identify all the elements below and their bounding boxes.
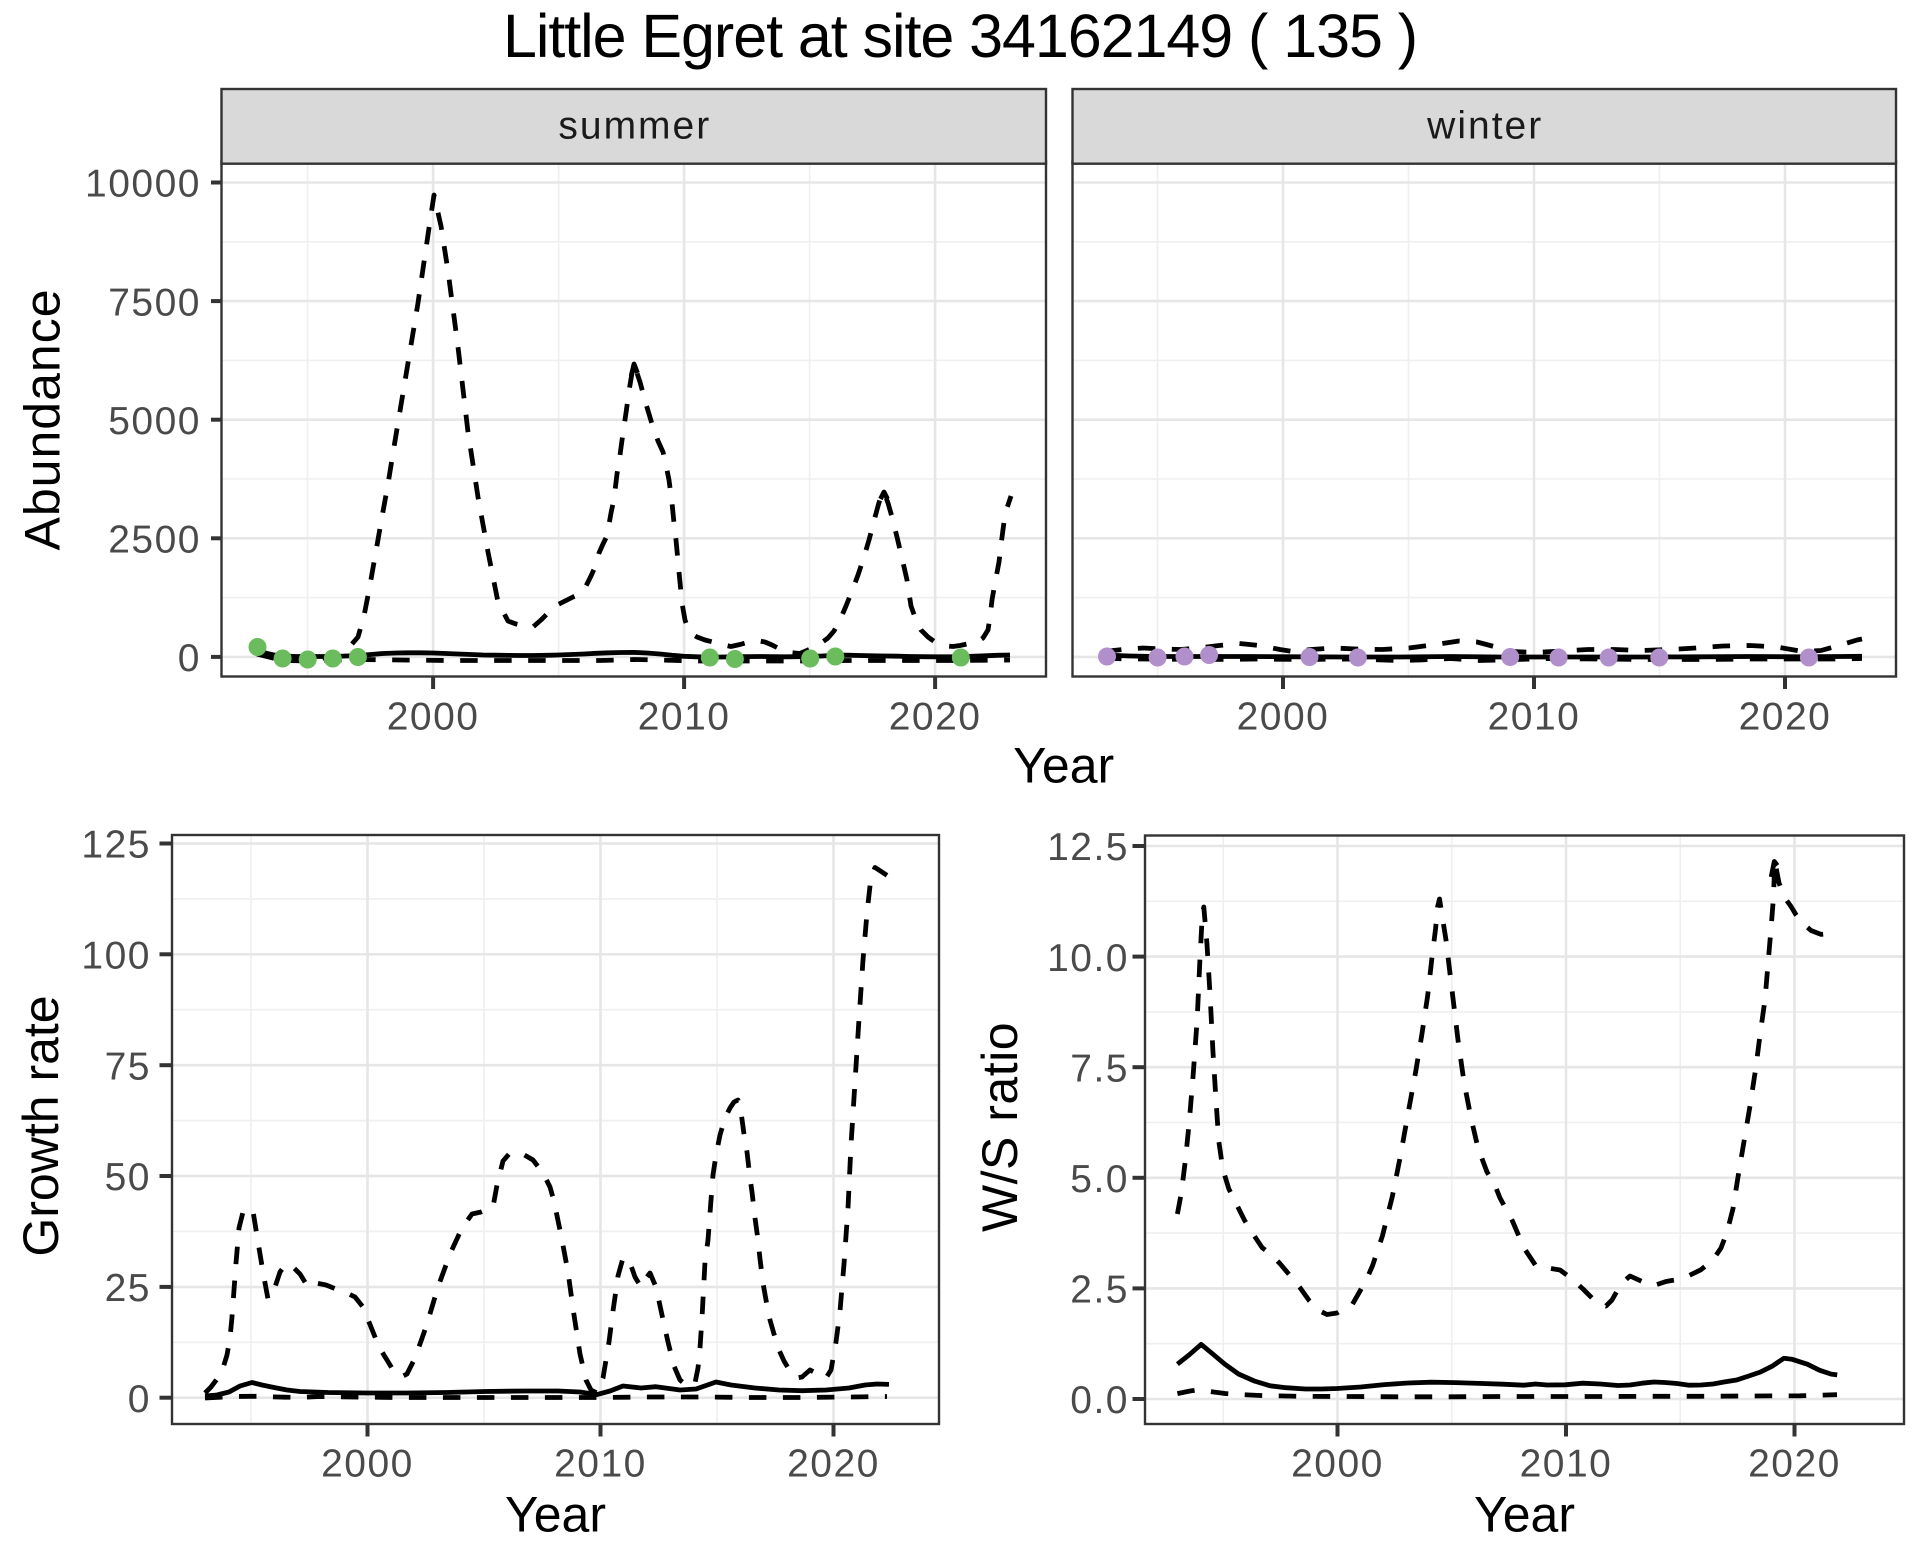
- svg-text:2000: 2000: [321, 1443, 414, 1486]
- svg-text:7.5: 7.5: [1070, 1047, 1129, 1090]
- svg-text:75: 75: [105, 1045, 151, 1088]
- svg-text:2020: 2020: [787, 1443, 880, 1486]
- svg-text:Growth rate: Growth rate: [13, 995, 69, 1256]
- svg-text:2010: 2010: [1488, 696, 1581, 739]
- svg-text:Little Egret at site 34162149: Little Egret at site 34162149 ( 135 ): [503, 2, 1417, 70]
- svg-text:2010: 2010: [1520, 1443, 1613, 1486]
- svg-text:12.5: 12.5: [1047, 826, 1129, 869]
- svg-text:2020: 2020: [889, 696, 982, 739]
- svg-text:summer: summer: [558, 105, 711, 148]
- svg-text:Abundance: Abundance: [15, 288, 71, 550]
- svg-text:2.5: 2.5: [1070, 1269, 1129, 1312]
- svg-text:Year: Year: [1013, 737, 1114, 793]
- svg-text:winter: winter: [1426, 105, 1543, 148]
- svg-text:10.0: 10.0: [1047, 937, 1129, 980]
- svg-text:5000: 5000: [108, 400, 201, 443]
- svg-text:5.0: 5.0: [1070, 1158, 1129, 1201]
- svg-text:Year: Year: [505, 1487, 606, 1543]
- svg-text:W/S ratio: W/S ratio: [972, 1022, 1028, 1232]
- svg-text:2000: 2000: [1237, 696, 1330, 739]
- svg-text:125: 125: [81, 824, 151, 867]
- svg-text:2000: 2000: [387, 696, 480, 739]
- svg-text:50: 50: [105, 1156, 151, 1199]
- svg-text:2000: 2000: [1291, 1443, 1384, 1486]
- svg-text:Year: Year: [1474, 1487, 1575, 1543]
- svg-text:2500: 2500: [108, 519, 201, 562]
- svg-text:2010: 2010: [554, 1443, 647, 1486]
- svg-text:0: 0: [128, 1378, 151, 1421]
- svg-text:10000: 10000: [85, 163, 201, 206]
- svg-text:100: 100: [81, 935, 151, 978]
- svg-text:2020: 2020: [1748, 1443, 1841, 1486]
- svg-text:2020: 2020: [1739, 696, 1832, 739]
- svg-text:0.0: 0.0: [1070, 1379, 1129, 1422]
- svg-text:25: 25: [105, 1267, 151, 1310]
- svg-text:2010: 2010: [638, 696, 731, 739]
- svg-text:0: 0: [178, 637, 201, 680]
- svg-text:7500: 7500: [108, 281, 201, 324]
